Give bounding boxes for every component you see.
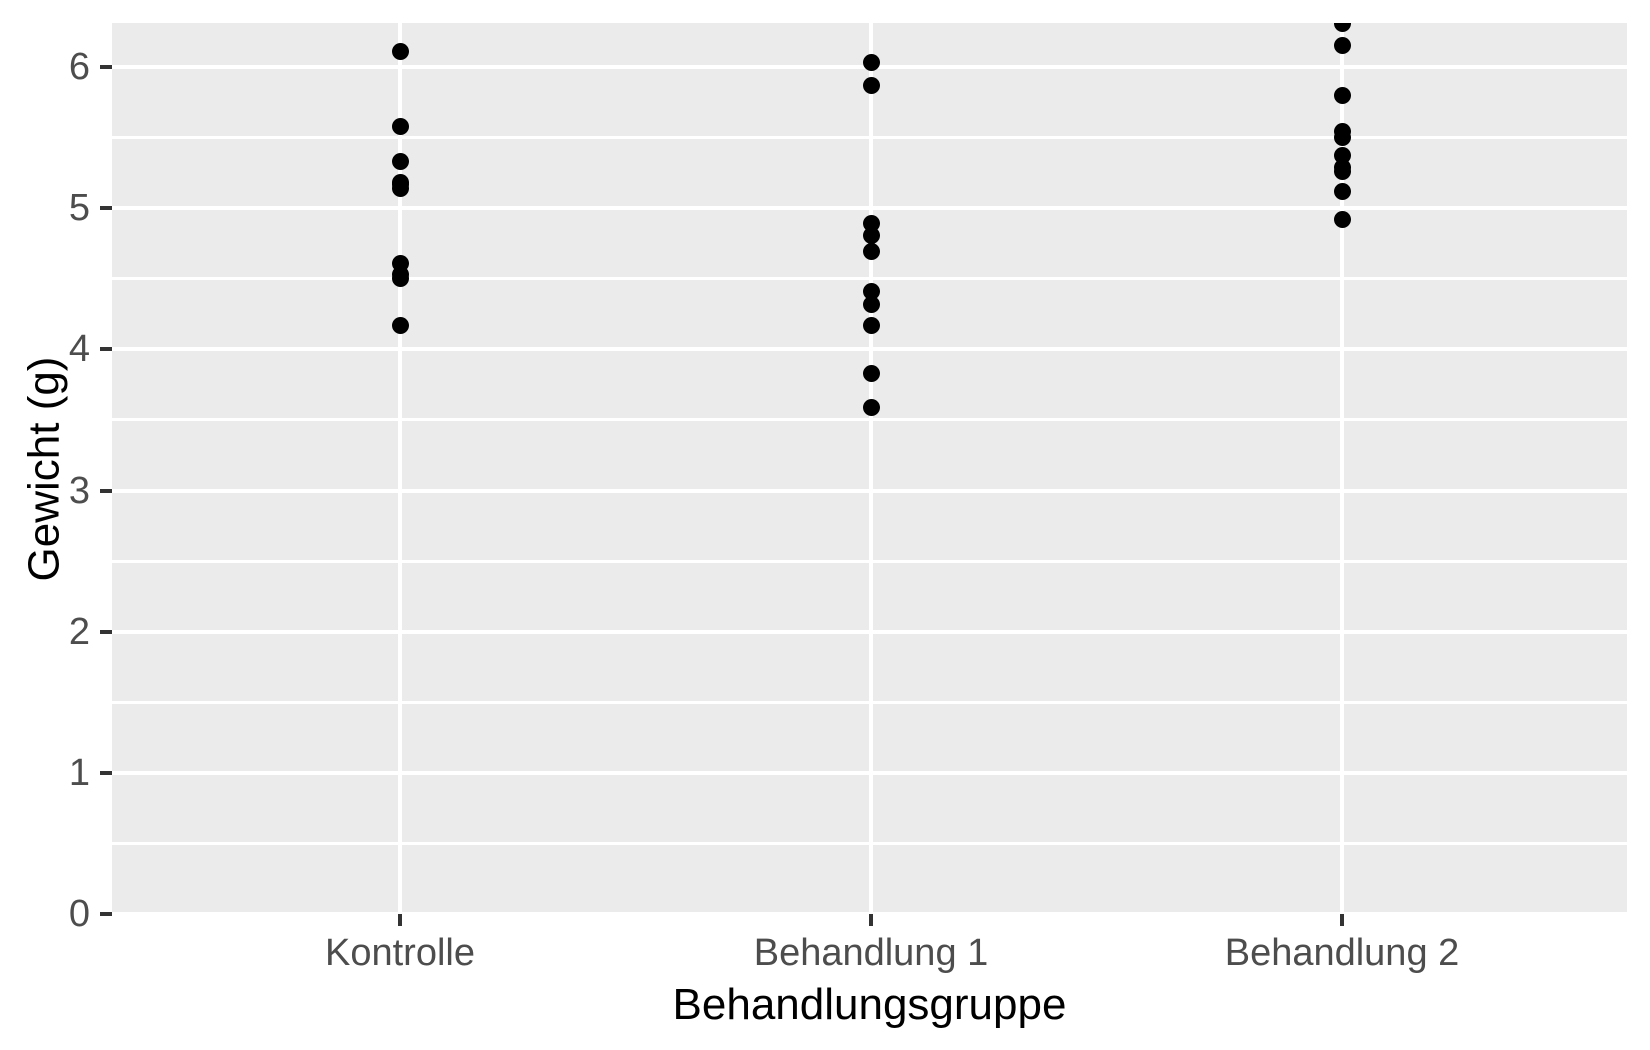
y-axis-tick xyxy=(100,65,112,70)
x-axis-tick xyxy=(398,914,402,926)
x-tick-label: Behandlung 1 xyxy=(753,932,989,974)
data-point xyxy=(391,117,409,135)
y-tick-label: 6 xyxy=(68,46,90,89)
data-point xyxy=(862,76,880,94)
data-point xyxy=(862,295,880,313)
data-point xyxy=(862,282,880,300)
data-point xyxy=(1333,37,1351,55)
data-point xyxy=(862,215,880,233)
y-tick-label: 1 xyxy=(68,751,90,794)
x-axis-title: Behandlungsgruppe xyxy=(672,980,1067,1029)
y-axis-tick xyxy=(100,629,112,634)
data-point xyxy=(391,179,409,197)
data-point xyxy=(391,266,409,284)
y-tick-label: 3 xyxy=(68,469,90,512)
data-point xyxy=(862,54,880,72)
y-axis-tick xyxy=(100,912,112,916)
x-axis-tick xyxy=(869,914,873,926)
y-tick-label: 2 xyxy=(68,610,90,653)
data-point xyxy=(391,43,409,60)
data-point xyxy=(1333,210,1351,228)
y-axis-tick xyxy=(100,770,112,775)
x-tick-label: Behandlung 2 xyxy=(1224,932,1460,974)
data-point xyxy=(1333,86,1351,104)
y-axis-tick xyxy=(100,347,112,352)
data-point xyxy=(862,243,880,261)
y-axis-tick xyxy=(100,488,112,493)
plot-panel xyxy=(112,23,1627,914)
x-axis-tick xyxy=(1340,914,1344,926)
y-tick-label: 5 xyxy=(68,187,90,230)
data-point xyxy=(862,364,880,382)
y-tick-label: 4 xyxy=(68,328,90,371)
data-point xyxy=(391,153,409,171)
data-point xyxy=(391,316,409,334)
category-gridline xyxy=(869,23,873,914)
data-point xyxy=(862,398,880,416)
data-point xyxy=(1333,163,1351,180)
data-point xyxy=(1333,23,1351,32)
category-gridline xyxy=(398,23,402,914)
y-tick-label: 0 xyxy=(68,893,90,935)
y-axis-tick xyxy=(100,206,112,211)
data-point xyxy=(862,316,880,334)
data-point xyxy=(1333,129,1351,147)
x-tick-label: Kontrolle xyxy=(325,932,475,974)
category-gridline xyxy=(1340,23,1344,914)
data-point xyxy=(1333,182,1351,200)
